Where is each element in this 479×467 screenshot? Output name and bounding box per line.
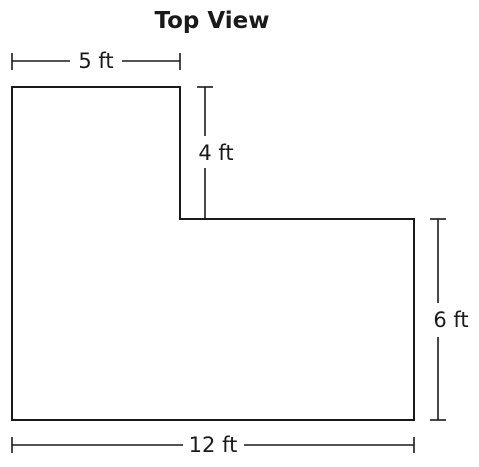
l-shape-outline: [11, 86, 415, 421]
notch-depth-label: 4 ft: [198, 141, 233, 165]
diagram-title: Top View: [154, 8, 269, 34]
notch-depth-dimension: 4 ft: [197, 86, 234, 220]
right-height-dimension: 6 ft: [430, 218, 469, 421]
right-height-label: 6 ft: [433, 308, 468, 332]
top-width-dimension: 5 ft: [11, 49, 181, 73]
top-width-label: 5 ft: [78, 49, 113, 73]
bottom-width-label: 12 ft: [189, 433, 238, 457]
bottom-width-dimension: 12 ft: [11, 433, 415, 457]
